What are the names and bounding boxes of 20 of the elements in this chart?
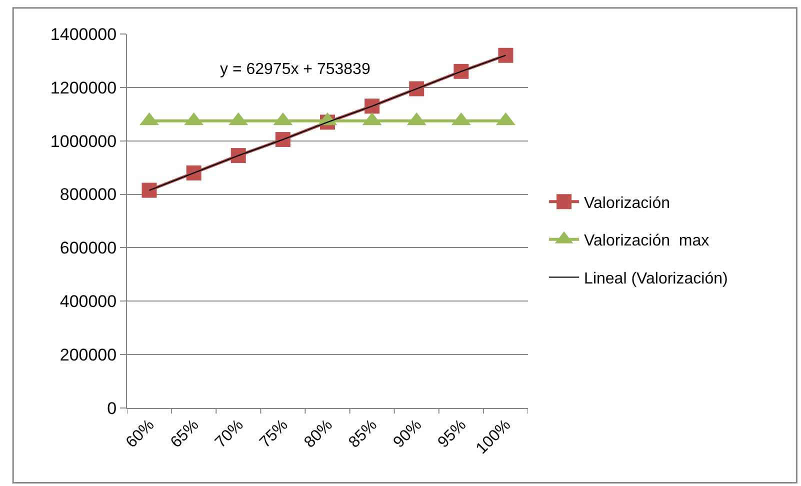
annotation: y = 62975x + 753839 <box>220 61 370 78</box>
y-tick-label: 1200000 <box>50 78 117 98</box>
y-tick-label: 1000000 <box>50 132 117 151</box>
x-tick-label: 95% <box>434 416 470 452</box>
x-tick-label: 75% <box>256 416 292 452</box>
legend-label: Valorización <box>584 194 670 212</box>
x-tick-label: 85% <box>346 416 381 452</box>
y-tick-label: 800000 <box>60 185 117 204</box>
x-tick-label: 60% <box>123 416 158 452</box>
y-tick-label: 1400000 <box>50 24 117 44</box>
x-tick-label: 70% <box>212 416 247 452</box>
y-tick-label: 200000 <box>60 346 117 365</box>
y-tick-label: 600000 <box>60 238 117 258</box>
y-tick-label: 400000 <box>60 292 117 312</box>
legend-label: Lineal (Valorización) <box>584 270 728 288</box>
y-tick-label: 0 <box>107 398 117 418</box>
x-tick-label: 80% <box>301 416 336 452</box>
x-tick-label: 65% <box>168 416 202 452</box>
legend-label: Valorización max <box>584 232 710 250</box>
x-tick-label: 90% <box>390 416 426 452</box>
